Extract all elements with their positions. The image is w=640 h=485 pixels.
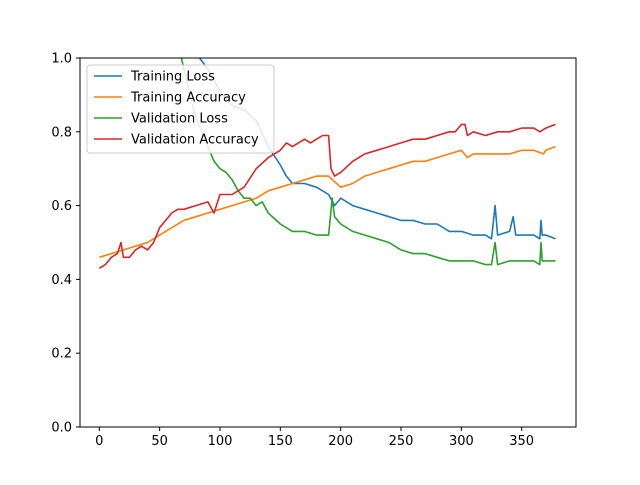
- legend-label: Validation Accuracy: [131, 133, 259, 148]
- y-tick-label: 0.4: [51, 273, 72, 288]
- x-tick-label: 250: [389, 434, 414, 449]
- legend-box: [86, 64, 275, 154]
- x-tick-label: 200: [328, 434, 353, 449]
- series-line-validation-accuracy: [98, 123, 556, 269]
- legend-label: Validation Loss: [131, 112, 228, 127]
- x-tick-label: 150: [268, 434, 293, 449]
- x-axis: 0 50 100 150 200 250 300 350: [95, 427, 534, 449]
- y-tick-label: 0.2: [51, 347, 72, 362]
- series-line-training-loss: [198, 58, 556, 240]
- y-tick-label: 0.6: [51, 199, 72, 214]
- plot-series-group: [98, 58, 556, 269]
- x-tick-label: 100: [208, 434, 233, 449]
- plot-frame: [79, 57, 577, 428]
- series-line-validation-loss: [180, 58, 556, 266]
- y-axis: 0.0 0.2 0.4 0.6 0.8 1.0: [51, 52, 80, 436]
- x-tick-label: 0: [95, 434, 103, 449]
- x-tick-label: 300: [449, 434, 474, 449]
- x-tick-label: 50: [151, 434, 168, 449]
- series-line-training-accuracy: [99, 145, 556, 259]
- y-tick-label: 0.8: [51, 125, 72, 140]
- y-tick-label: 0.0: [51, 421, 72, 436]
- x-tick-label: 350: [509, 434, 534, 449]
- legend: Training Loss Training Accuracy Validation…: [86, 64, 275, 154]
- y-tick-label: 1.0: [51, 52, 72, 67]
- legend-label: Training Accuracy: [130, 91, 246, 106]
- legend-label: Training Loss: [130, 70, 215, 85]
